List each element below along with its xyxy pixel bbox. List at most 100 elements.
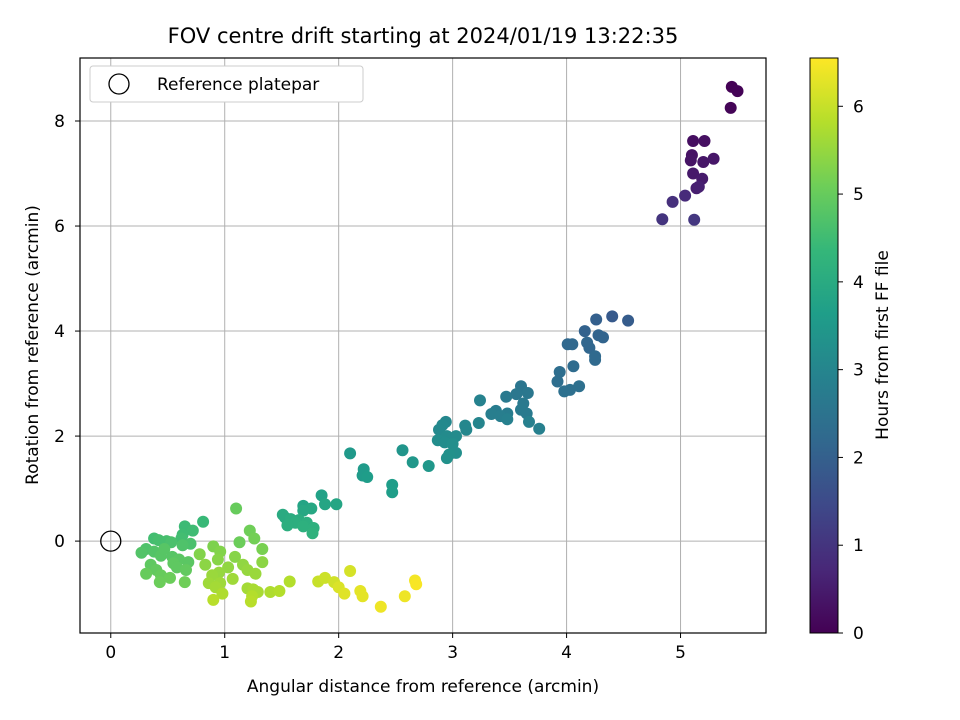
data-point [386,486,399,499]
data-point [244,595,257,608]
data-point [135,546,148,559]
data-point [180,564,192,576]
data-point [422,460,435,472]
data-point [374,600,387,613]
data-point [230,502,243,515]
data-point [344,565,357,577]
data-point [158,543,171,555]
data-point [551,375,564,388]
data-point [222,561,235,574]
data-point [273,585,286,597]
y-tick-label: 2 [54,427,65,447]
data-point [338,587,351,600]
colorbar-tick-label: 0 [853,624,864,644]
data-point [248,532,261,545]
data-point [589,353,602,366]
data-point [606,310,619,323]
data-point [597,331,609,344]
data-point [566,338,579,351]
data-point [707,152,720,165]
data-point [510,388,523,401]
colorbar-tick-label: 2 [853,448,864,468]
data-point [211,553,224,566]
data-point [216,587,229,600]
x-tick-label: 5 [675,643,686,663]
data-point [687,135,700,147]
data-point [398,590,411,603]
data-point [472,417,485,429]
data-point [500,390,513,403]
y-tick-label: 4 [54,322,65,342]
x-tick-label: 4 [561,643,572,663]
plot-frame [79,57,767,634]
data-point [684,154,697,167]
data-point [256,556,269,569]
data-point [207,593,220,606]
y-tick-label: 6 [54,217,65,237]
x-tick-label: 0 [105,643,116,663]
data-point [297,520,310,533]
data-point [724,101,737,114]
data-point [186,524,199,537]
y-tick-label: 0 [54,532,65,552]
data-point [249,567,262,580]
data-point [164,571,176,584]
data-point [583,341,596,354]
data-point [197,515,210,528]
axis-ticks: 0 1 2 3 4 5 0 2 4 6 8 [54,112,686,663]
data-point [264,586,277,598]
data-point [170,561,183,574]
data-point [474,394,486,407]
data-point [178,576,191,589]
data-point [319,571,331,584]
data-point [687,167,700,180]
x-tick-label: 1 [219,643,230,663]
colorbar-tick-label: 6 [853,97,864,117]
reference-platepar-marker [100,530,122,552]
x-axis-label: Angular distance from reference (arcmin) [247,677,599,697]
data-point [578,325,591,338]
data-point [229,550,241,563]
colorbar-gradient [809,57,839,634]
data-point [698,135,711,147]
data-point [564,383,576,396]
colorbar-label: Hours from first FF file [873,250,893,440]
data-point [501,413,514,426]
data-point [256,543,269,555]
data-point [573,380,586,393]
data-point [233,536,246,549]
colorbar-tick-label: 1 [853,536,864,556]
data-point [553,366,566,378]
legend-box [89,65,364,103]
x-tick-label: 2 [333,643,344,663]
data-point [523,415,535,428]
data-point [666,195,679,208]
data-point [679,189,692,202]
data-point [153,576,166,589]
x-tick-label: 3 [447,643,458,663]
data-point [692,180,705,193]
y-axis-label: Rotation from reference (arcmin) [23,205,43,485]
data-point [440,452,453,465]
data-point [460,423,473,436]
data-point [396,444,409,457]
colorbar-tick-label: 5 [853,185,864,205]
data-point [319,498,331,511]
data-point [533,422,546,435]
data-point [199,558,212,571]
data-point [688,213,701,226]
data-points [100,80,744,613]
data-point [306,527,319,540]
data-point [356,590,369,603]
legend-marker-circle [108,73,130,95]
colorbar-tick-label: 4 [853,273,864,293]
data-point [176,539,189,552]
data-point [731,85,744,98]
y-tick-label: 8 [54,112,65,132]
data-point [567,360,580,373]
data-point [283,575,296,588]
data-point [344,447,357,460]
chart-title: FOV centre drift starting at 2024/01/19 … [168,24,679,48]
data-point [330,498,343,511]
data-point [226,572,239,585]
